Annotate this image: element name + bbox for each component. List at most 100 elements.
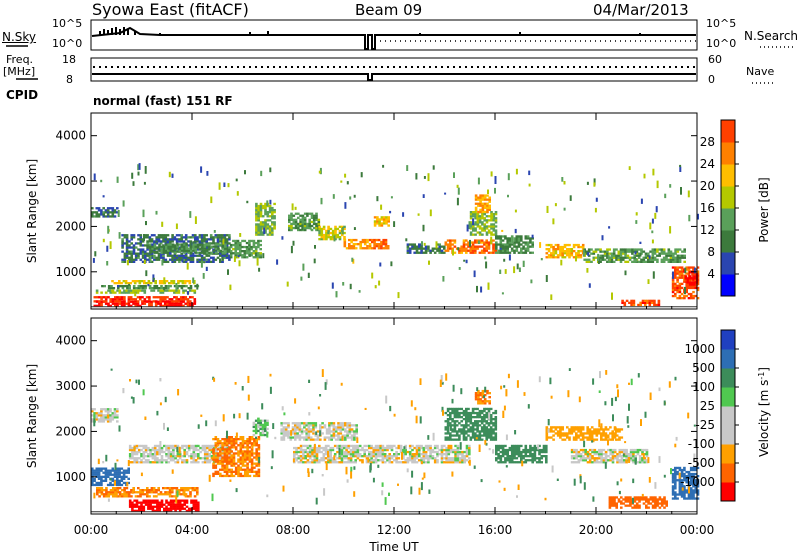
nsky-label: N.Sky: [2, 30, 37, 44]
velocity-cell: [160, 503, 164, 506]
power-cell: [234, 254, 237, 257]
velocity-cell: [133, 509, 136, 512]
power-cell: [147, 280, 151, 283]
power-cell: [250, 248, 253, 251]
velocity-cell: [91, 477, 94, 480]
velocity-cell: [540, 448, 543, 452]
power-cell: [561, 248, 564, 251]
power-cell: [299, 218, 302, 221]
velocity-cell: [340, 455, 344, 458]
power-cell: [136, 289, 140, 292]
velocity-cell: [107, 491, 110, 494]
power-cell: [592, 252, 596, 255]
velocity-cell: [418, 444, 421, 448]
power-noise-cell: [679, 164, 682, 167]
velocity-cell: [529, 448, 532, 452]
velocity-cell: [203, 457, 207, 460]
power-cell: [150, 260, 154, 263]
power-cell: [499, 237, 503, 240]
power-cell: [483, 225, 486, 228]
velocity-cell: [313, 455, 317, 458]
power-cell: [221, 245, 225, 248]
velocity-cell: [449, 446, 453, 450]
velocity-cell: [454, 455, 457, 458]
velocity-cell: [147, 505, 150, 508]
velocity-cell: [352, 455, 355, 458]
power-cell: [343, 238, 347, 242]
velocity-cell: [185, 446, 189, 450]
power-cell: [554, 256, 558, 259]
velocity-cell: [524, 446, 528, 450]
power-cell: [153, 287, 156, 290]
power-cell: [637, 303, 640, 307]
velocity-cell: [151, 448, 155, 452]
power-cell: [221, 234, 224, 237]
velocity-cell: [497, 444, 500, 448]
velocity-cell: [513, 444, 516, 448]
velocity-cell: [244, 458, 247, 461]
power-cell: [671, 284, 675, 287]
power-cell: [499, 235, 503, 238]
velocity-cell: [156, 499, 159, 502]
power-cell: [118, 302, 122, 305]
power-cell: [331, 229, 335, 233]
power-cell: [476, 225, 480, 228]
velocity-cell: [95, 473, 99, 476]
power-cell: [485, 215, 489, 218]
power-cell: [691, 277, 694, 280]
power-cell: [312, 222, 316, 226]
velocity-cell: [176, 499, 180, 502]
velocity-cell: [345, 453, 348, 456]
power-cell: [637, 254, 641, 257]
velocity-cell: [118, 475, 121, 478]
power-cell: [182, 298, 185, 301]
power-noise-cell: [227, 183, 230, 188]
power-noise-cell: [186, 262, 189, 270]
power-noise-cell: [349, 283, 352, 290]
velocity-cell: [533, 459, 537, 462]
velocity-cell: [458, 450, 462, 454]
velocity-cell: [181, 507, 184, 510]
power-cell: [619, 260, 623, 263]
velocity-cell: [114, 493, 117, 496]
velocity-cell: [399, 446, 403, 450]
power-noise-cell: [189, 211, 192, 218]
velocity-cell: [165, 444, 168, 448]
power-cell: [203, 238, 206, 241]
power-cell: [205, 243, 209, 246]
power-cell: [623, 301, 627, 304]
power-cell: [406, 245, 410, 248]
velocity-cell: [113, 414, 117, 417]
power-cell: [320, 233, 324, 237]
velocity-cell: [388, 457, 391, 460]
velocity-cell: [343, 446, 346, 450]
power-cell: [665, 258, 668, 261]
power-cell: [665, 256, 668, 259]
power-cell: [378, 220, 381, 223]
power-cell: [190, 251, 193, 254]
velocity-cell: [294, 428, 297, 431]
velocity-cell: [524, 455, 528, 458]
velocity-cell: [368, 453, 371, 456]
velocity-cell: [379, 459, 382, 462]
velocity-cell: [193, 487, 197, 490]
velocity-cell: [120, 479, 124, 482]
velocity-cell: [95, 467, 99, 470]
velocity-cell: [193, 495, 197, 498]
power-cell: [252, 243, 256, 247]
power-cell: [662, 258, 666, 261]
power-cell: [136, 304, 140, 307]
power-cell: [127, 289, 131, 292]
power-cell: [239, 252, 242, 255]
power-cell: [310, 216, 314, 219]
velocity-cell: [446, 418, 450, 421]
velocity-cell: [131, 503, 134, 506]
power-cell: [121, 250, 124, 253]
velocity-cell: [111, 414, 115, 417]
velocity-cell: [232, 438, 236, 441]
power-cell: [487, 225, 491, 228]
velocity-cell: [476, 411, 479, 415]
velocity-cell: [254, 423, 258, 426]
power-cell: [566, 252, 569, 255]
power-cell: [490, 219, 493, 222]
